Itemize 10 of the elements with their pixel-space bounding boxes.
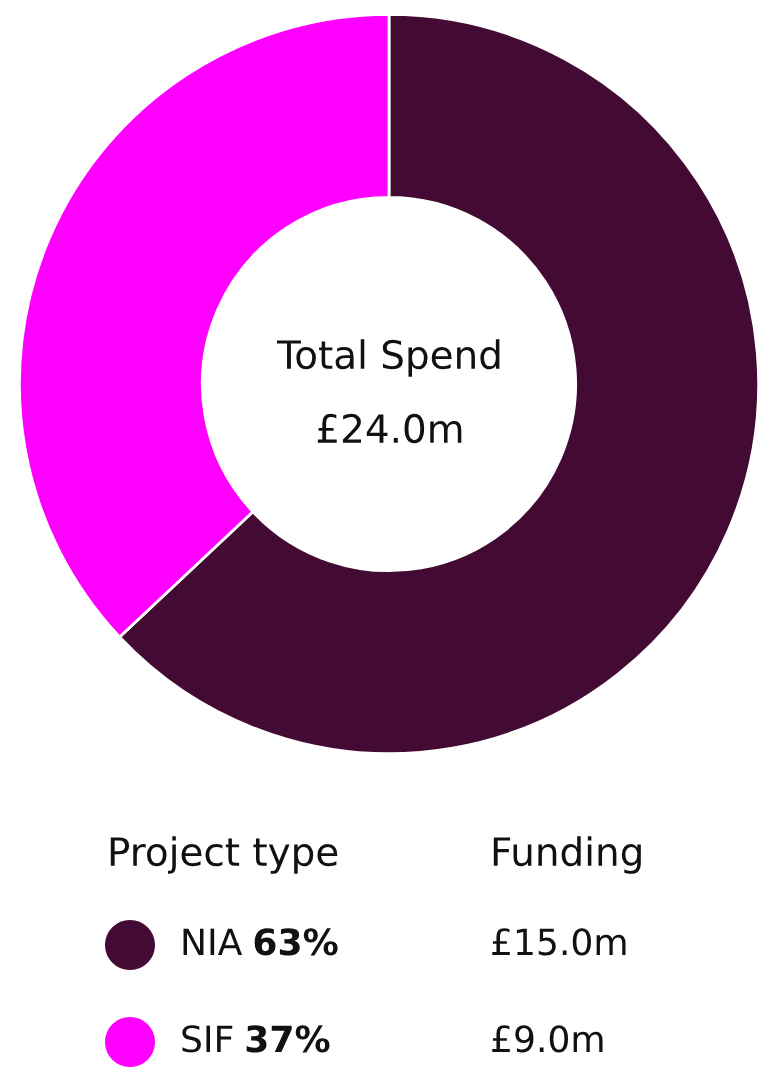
legend-label: NIA: [183, 928, 243, 955]
data-label: 37%: [246, 1025, 330, 1053]
legend-label: SIF: [182, 1025, 233, 1053]
text: Total Spend: [276, 339, 500, 377]
text: £15.0m: [492, 928, 626, 956]
text: £9.0m: [492, 1025, 603, 1053]
text: Funding: [493, 836, 641, 874]
data-label: 63%: [254, 928, 338, 956]
text: £24.0m: [317, 413, 462, 444]
legend-title: Project type: [110, 836, 338, 874]
